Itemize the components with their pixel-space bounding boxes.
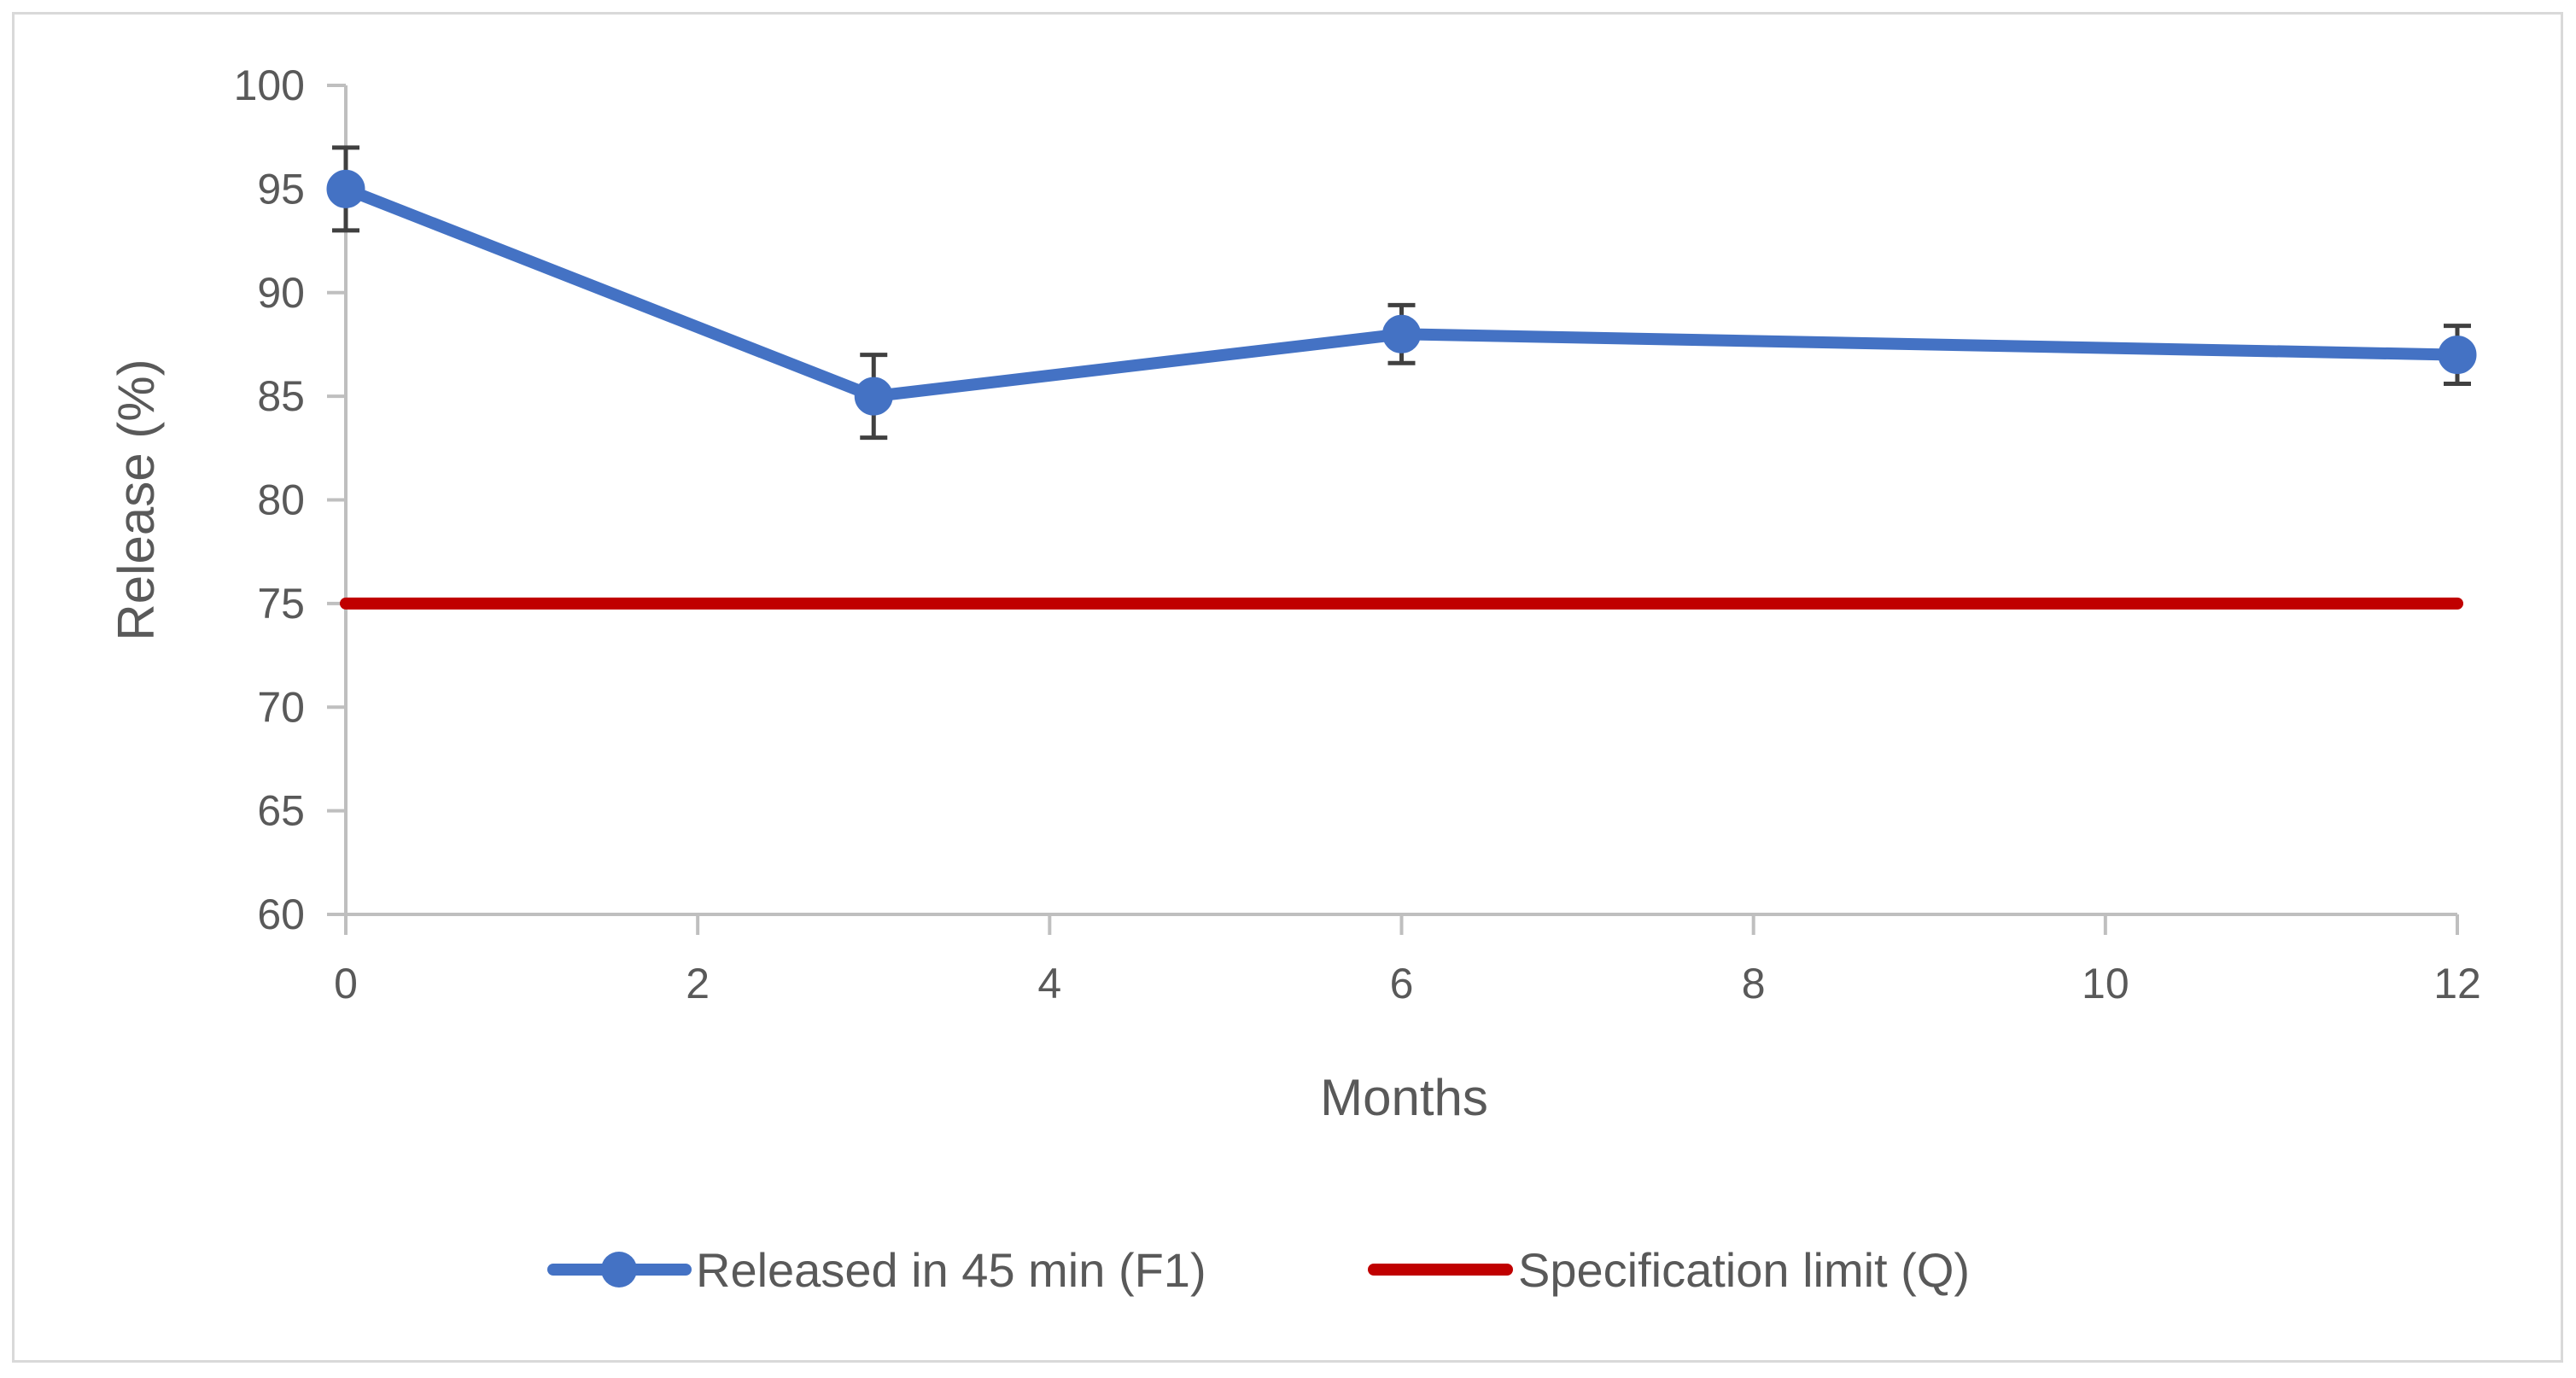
x-tick-label: 4 [1037,960,1061,1007]
x-axis-title: Months [1320,1069,1488,1126]
chart-frame [12,12,2563,1363]
x-tick-label: 2 [686,960,710,1007]
x-tick-label: 6 [1390,960,1414,1007]
y-tick-label: 70 [257,683,305,731]
legend: Released in 45 min (F1) Specification li… [547,1243,1970,1297]
y-axis-title: Release (%) [108,359,165,640]
x-tick-label: 10 [2082,960,2129,1007]
legend-label-released: Released in 45 min (F1) [696,1243,1206,1297]
series [326,145,2477,441]
y-tick-label: 95 [257,165,305,213]
data-point [1382,314,1421,353]
y-tick-label: 60 [257,890,305,938]
data-point [326,169,365,208]
axes: 60 65 70 75 80 85 90 95 100 0 2 4 6 8 10 12 [234,61,2481,1007]
y-tick-label: 65 [257,787,305,835]
data-point [854,377,893,416]
legend-swatch-released-marker [601,1252,637,1287]
legend-item-released[interactable]: Released in 45 min (F1) [547,1243,1206,1297]
x-tick-label: 8 [1742,960,1766,1007]
axis-labels: Release (%) Months [108,359,1488,1126]
y-tick-label: 85 [257,372,305,420]
released-series-line [340,183,2463,403]
y-tick-label: 100 [234,61,305,109]
legend-label-specification: Specification limit (Q) [1518,1243,1970,1297]
y-tick-label: 80 [257,476,305,524]
x-tick-label: 12 [2433,960,2481,1007]
y-tick-label: 90 [257,269,305,317]
data-point [2438,336,2477,375]
x-tick-label: 0 [334,960,358,1007]
legend-item-specification[interactable]: Specification limit (Q) [1368,1243,1970,1297]
y-tick-label: 75 [257,580,305,628]
